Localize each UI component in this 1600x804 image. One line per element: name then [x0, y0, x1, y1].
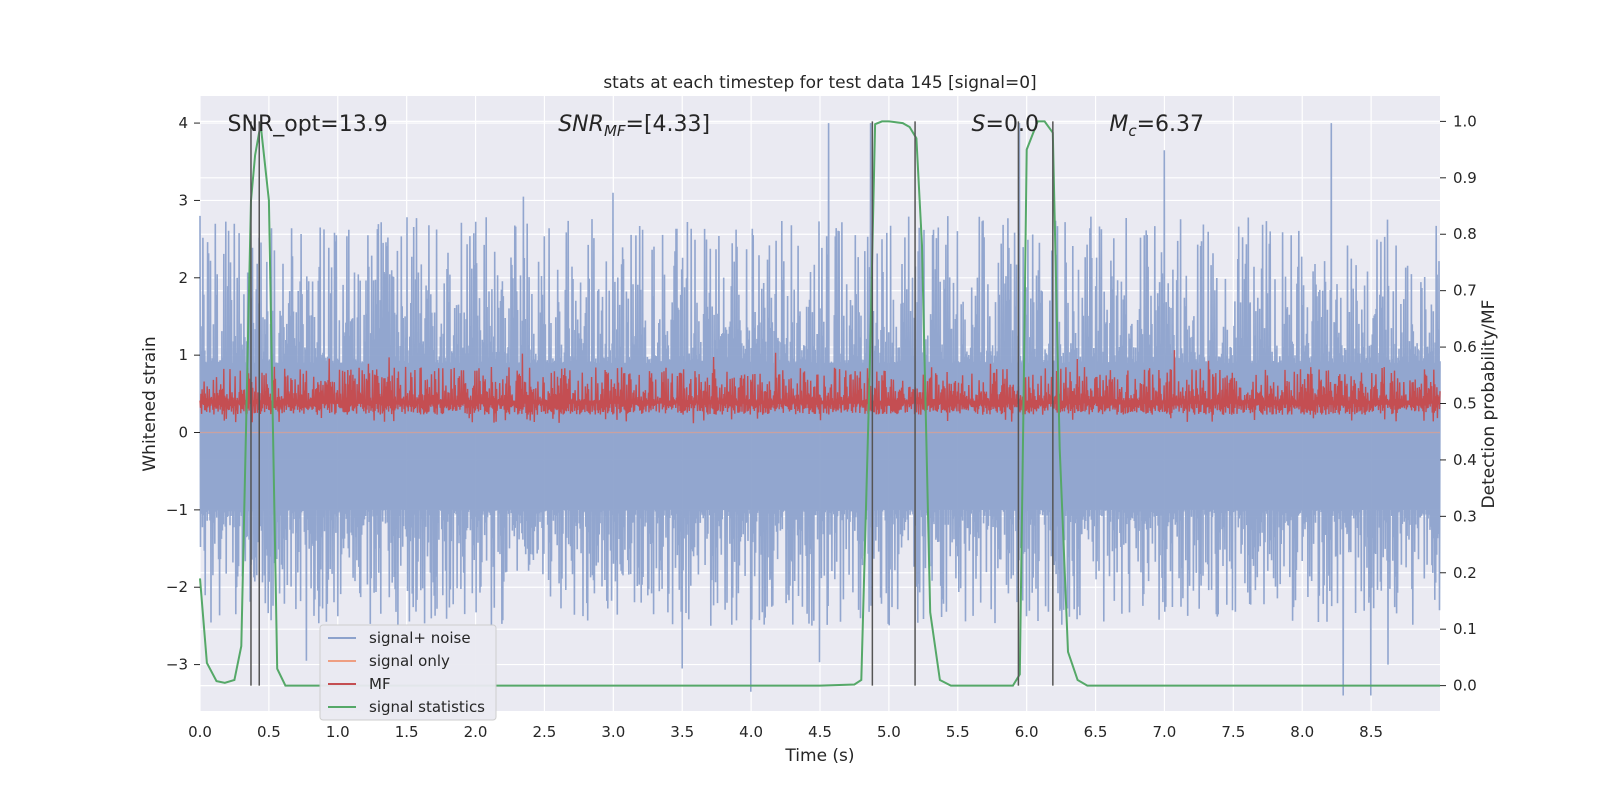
- y2-tick-label: 1.0: [1453, 112, 1477, 130]
- legend: signal+ noise signal only MF signal stat…: [319, 624, 497, 721]
- y2-tick-label: 0.8: [1453, 225, 1477, 243]
- x-tick-label: 5.0: [877, 723, 901, 741]
- x-tick-label: 7.5: [1221, 723, 1245, 741]
- y2-tick-label: 0.9: [1453, 169, 1477, 187]
- x-tick-label: 3.5: [670, 723, 694, 741]
- x-tick-label: 0.5: [257, 723, 281, 741]
- legend-label-signal-noise: signal+ noise: [369, 629, 471, 647]
- y2-tick-label: 0.4: [1453, 451, 1477, 469]
- y-tick-label: −2: [166, 578, 188, 596]
- tick-labels: 0.0 0.5 1.0 1.5 2.0 2.5 3.0 3.5 4.0 4.5 5.0 5.5 6.0 6…: [166, 112, 1477, 741]
- y-tick-label: 3: [178, 191, 188, 209]
- y2-tick-label: 0.5: [1453, 395, 1477, 413]
- x-tick-label: 2.0: [464, 723, 488, 741]
- y-tick-label: −3: [166, 656, 188, 674]
- x-tick-label: 5.5: [946, 723, 970, 741]
- legend-label-mf: MF: [369, 675, 391, 693]
- annotation-1: SNRMF=[4.33]: [558, 112, 710, 140]
- y-tick-label: 0: [178, 424, 188, 442]
- annotation-2: S=0.0: [972, 112, 1039, 137]
- x-tick-label: 8.5: [1359, 723, 1383, 741]
- y-tick-label: 2: [178, 269, 188, 287]
- legend-label-signal-only: signal only: [369, 652, 450, 670]
- x-tick-label: 7.0: [1153, 723, 1177, 741]
- chart-title: stats at each timestep for test data 145…: [603, 73, 1036, 93]
- y2-tick-label: 0.1: [1453, 620, 1477, 638]
- x-tick-label: 4.0: [739, 723, 763, 741]
- y2-tick-label: 0.6: [1453, 338, 1477, 356]
- y-tick-label: −1: [166, 501, 188, 519]
- x-tick-label: 4.5: [808, 723, 832, 741]
- y2-axis-label: Detection probability/MF: [1479, 300, 1499, 509]
- y-tick-label: 1: [178, 346, 188, 364]
- vertical-markers: [250, 121, 1054, 686]
- x-tick-label: 0.0: [188, 723, 212, 741]
- x-tick-label: 6.5: [1084, 723, 1108, 741]
- x-tick-label: 2.5: [533, 723, 557, 741]
- x-axis-label: Time (s): [784, 746, 854, 766]
- x-tick-label: 8.0: [1290, 723, 1314, 741]
- y2-tick-label: 0.7: [1453, 282, 1477, 300]
- annotations: SNR_opt=13.9 SNRMF=[4.33] S=0.0 Mc=6.37: [228, 112, 1204, 140]
- series-signal-noise: [199, 123, 1441, 696]
- y2-tick-label: 0.0: [1453, 677, 1477, 695]
- x-tick-label: 1.0: [326, 723, 350, 741]
- x-tick-label: 1.5: [395, 723, 419, 741]
- annotation-3: Mc=6.37: [1109, 112, 1204, 140]
- y2-tick-label: 0.2: [1453, 564, 1477, 582]
- y-axis-label: Whitened strain: [140, 336, 160, 471]
- x-tick-label: 6.0: [1015, 723, 1039, 741]
- series-mf: [199, 350, 1441, 424]
- y2-tick-label: 0.3: [1453, 507, 1477, 525]
- legend-label-signal-statistics: signal statistics: [369, 698, 485, 716]
- x-tick-label: 3.0: [601, 723, 625, 741]
- annotation-0: SNR_opt=13.9: [228, 112, 388, 137]
- y-tick-label: 4: [178, 114, 188, 132]
- legend-box: [319, 624, 497, 721]
